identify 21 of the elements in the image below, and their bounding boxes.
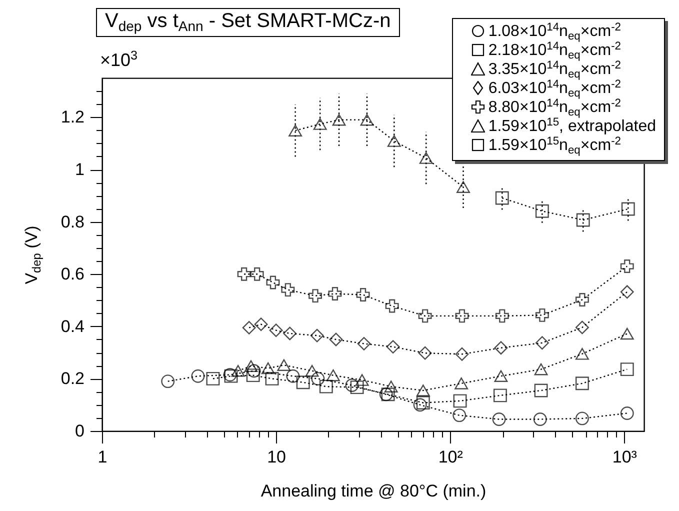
- legend-label: 1.08×10$^{14}$n$_{eq}$×cm$^{-2}$: [487, 21, 622, 42]
- y-tick-label: 1.2: [60, 108, 84, 127]
- y-tick-label: 0.2: [60, 369, 84, 388]
- x-tick-label: 10³: [612, 448, 638, 466]
- legend-label: 2.18×10$^{14}$n$_{eq}$×cm$^{-2}$: [487, 40, 622, 62]
- legend-label: 3.35×10$^{14}$n$_{eq}$×cm$^{-2}$: [487, 59, 622, 80]
- y-tick-label: 1: [75, 160, 84, 180]
- legend-label: 6.03×10$^{14}$n$_{eq}$×cm$^{-2}$: [487, 78, 622, 100]
- x-tick-label: 10²: [438, 448, 464, 466]
- legend-label: 1.59×10$^{15}$n$_{eq}$×cm$^{-2}$: [487, 135, 622, 156]
- chart-title: V$_{dep}$ vs t$_{Ann}$ - Set SMART-MCz-n: [96, 8, 400, 37]
- y-tick-label: 0.8: [60, 212, 84, 232]
- y-tick-label: 0: [75, 422, 84, 440]
- x-tick-label: 10: [267, 448, 286, 466]
- y-tick-label: 0.4: [60, 316, 84, 336]
- text: ×10$^{3}$: [100, 48, 138, 71]
- legend-label: 1.59×10$^{15}$, extrapolated: [487, 116, 656, 136]
- x-axis-title: Annealing time @ 80°C (min.): [260, 482, 486, 500]
- x-tick-label: 1: [98, 448, 108, 466]
- legend-label: 8.80×10$^{14}$n$_{eq}$×cm$^{-2}$: [487, 97, 622, 118]
- y-tick-label: 0.6: [60, 264, 84, 284]
